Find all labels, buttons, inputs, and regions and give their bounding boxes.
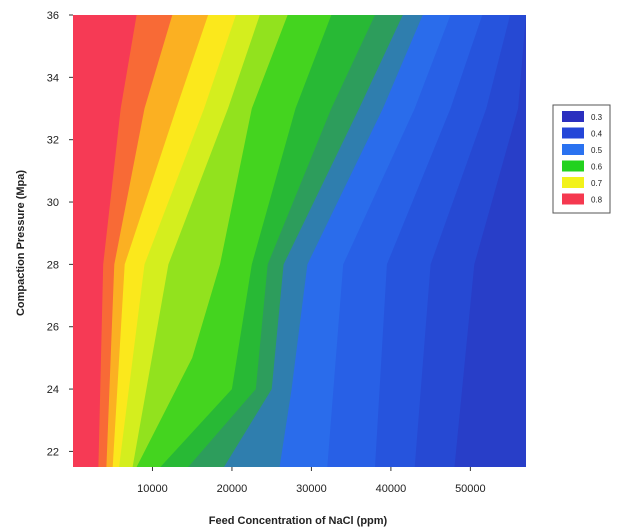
- legend-swatch: [562, 127, 584, 139]
- legend-label: 0.7: [591, 179, 603, 188]
- x-tick-label: 50000: [455, 483, 486, 495]
- legend-swatch: [562, 144, 584, 155]
- y-tick-label: 24: [47, 384, 59, 396]
- legend-swatch: [562, 177, 584, 188]
- y-axis: 22 24 26 28 30 32 34 36: [47, 10, 73, 458]
- legend-label: 0.4: [591, 130, 603, 139]
- y-tick-label: 32: [47, 135, 59, 147]
- legend-swatch: [562, 193, 584, 205]
- plot-area: [73, 15, 526, 467]
- y-tick-label: 22: [47, 446, 59, 458]
- legend-label: 0.3: [591, 113, 603, 122]
- contour-band-0_35: [454, 15, 526, 467]
- x-tick-label: 10000: [137, 483, 168, 495]
- legend-swatch: [562, 111, 584, 122]
- y-axis-title: Compaction Pressure (Mpa): [15, 170, 27, 316]
- legend-label: 0.5: [591, 146, 603, 155]
- y-tick-label: 28: [47, 259, 59, 271]
- legend-label: 0.8: [591, 196, 603, 205]
- legend-label: 0.6: [591, 163, 603, 172]
- y-tick-label: 26: [47, 322, 59, 334]
- contour-bands: [98, 15, 526, 467]
- y-tick-label: 34: [47, 72, 59, 84]
- x-tick-label: 40000: [376, 483, 407, 495]
- x-tick-label: 30000: [296, 483, 327, 495]
- y-tick-label: 30: [47, 197, 59, 209]
- y-tick-label: 36: [47, 10, 59, 22]
- legend-swatch: [562, 160, 584, 172]
- legend: 0.3 0.4 0.5 0.6 0.7 0.8: [552, 104, 611, 214]
- x-axis-title: Feed Concentration of NaCl (ppm): [209, 515, 388, 527]
- x-tick-label: 20000: [217, 483, 248, 495]
- x-axis: 10000 20000 30000 40000 50000: [137, 467, 486, 495]
